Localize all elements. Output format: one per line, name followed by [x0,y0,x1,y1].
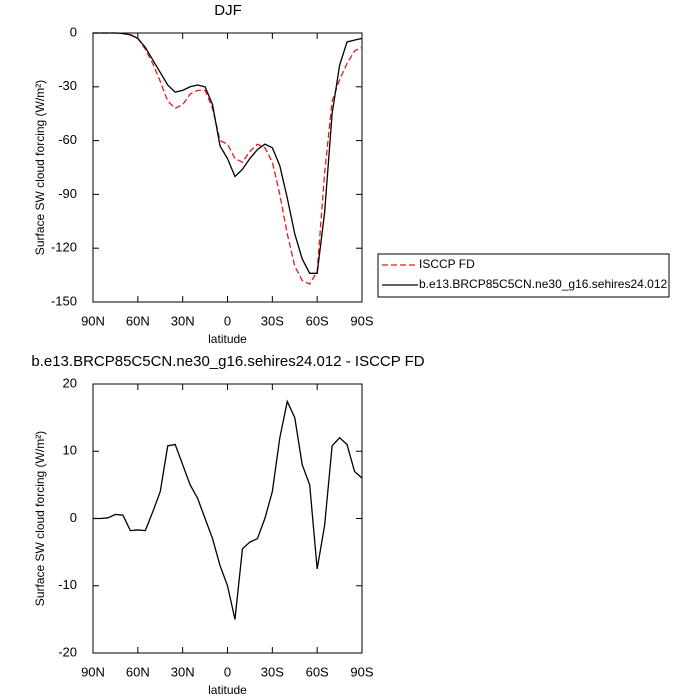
y-tick-label: -90 [58,186,77,201]
y-tick-label: -120 [51,240,77,255]
y-tick-label: 0 [70,510,77,525]
legend-label: ISCCP FD [419,257,475,271]
x-tick-label: 60S [306,664,329,679]
y-tick-label: -60 [58,132,77,147]
chart-title: b.e13.BRCP85C5CN.ne30_g16.sehires24.012 … [31,353,424,370]
x-tick-label: 90N [81,313,105,328]
y-tick-label: 0 [70,24,77,39]
x-tick-label: 60N [126,664,150,679]
y-tick-label: -20 [58,644,77,659]
x-tick-label: 30N [171,664,195,679]
plot-frame [92,32,363,303]
series-line [93,32,363,274]
series-line [93,399,363,620]
x-tick-label: 0 [224,313,231,328]
x-tick-label: 30S [261,313,284,328]
x-tick-label: 0 [224,664,231,679]
x-axis-label: latitude [208,332,247,346]
y-tick-label: -30 [58,78,77,93]
y-tick-label: -10 [58,577,77,592]
y-axis-label: Surface SW cloud forcing (W/m²) [33,431,47,606]
x-tick-label: 60S [306,313,329,328]
legend-box [377,253,670,298]
plot-frame [92,383,363,654]
x-axis-label: latitude [208,683,247,697]
x-tick-label: 60N [126,313,150,328]
x-tick-label: 30N [171,313,195,328]
y-tick-label: 10 [63,443,77,458]
y-axis-label: Surface SW cloud forcing (W/m²) [33,80,47,255]
x-tick-label: 90S [350,313,373,328]
x-tick-label: 90N [81,664,105,679]
x-tick-label: 30S [261,664,284,679]
y-tick-label: 20 [63,375,77,390]
chart-title: DJF [214,2,242,19]
y-tick-label: -150 [51,293,77,308]
x-tick-label: 90S [350,664,373,679]
legend-label: b.e13.BRCP85C5CN.ne30_g16.sehires24.012 [419,277,667,291]
